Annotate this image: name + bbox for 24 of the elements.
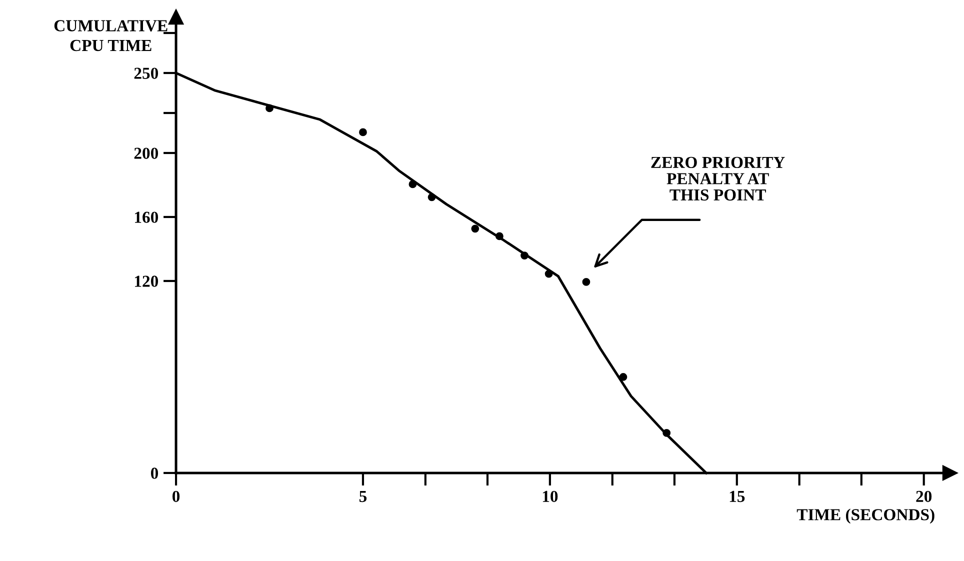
- x-tick-label: 5: [359, 490, 367, 502]
- point: [266, 104, 274, 112]
- point: [428, 193, 436, 202]
- y-tick-label: 250: [134, 68, 158, 79]
- y-tick-label: 200: [134, 148, 158, 159]
- point: [471, 224, 480, 233]
- x-tick-label: 20: [916, 490, 932, 502]
- point: [496, 232, 504, 240]
- x-tick-label: 10: [542, 490, 558, 502]
- y-axis-title: CUMULATIVE CPU TIME: [54, 20, 168, 52]
- y-tick-label: 120: [135, 276, 158, 287]
- y-tick-label: 160: [135, 212, 158, 223]
- x-axis-title: TIME (SECONDS): [796, 508, 934, 524]
- point: [662, 429, 671, 437]
- x-tick-label: 15: [730, 490, 745, 502]
- x-tick-label: 0: [172, 490, 180, 502]
- point: [619, 373, 628, 381]
- point: [544, 270, 553, 278]
- annotation: ZERO PRIORITY PENALTY AT THIS POINT: [651, 156, 785, 201]
- point: [582, 278, 590, 286]
- point: [408, 180, 417, 188]
- point: [520, 252, 528, 260]
- point: [359, 128, 367, 136]
- y-tick-label: 0: [150, 468, 158, 479]
